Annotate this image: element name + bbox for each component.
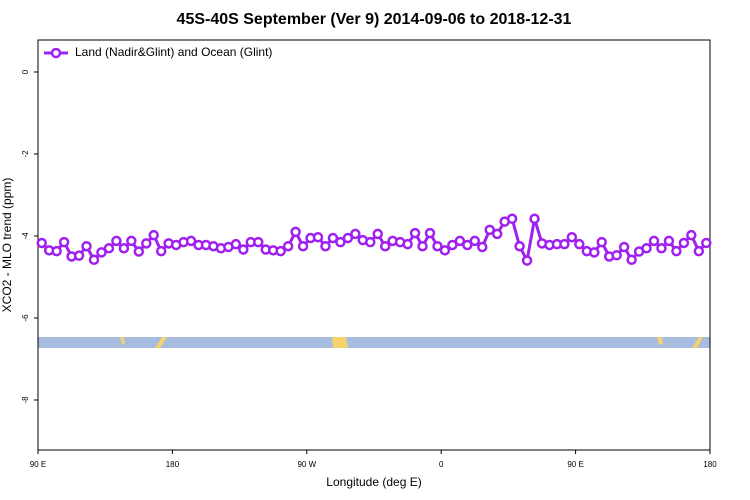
- data-point: [656, 243, 667, 254]
- y-tick-label: -2: [21, 150, 30, 158]
- data-point: [88, 254, 100, 266]
- data-point: [327, 232, 339, 244]
- y-tick-label: -8: [21, 396, 30, 404]
- data-point: [133, 246, 145, 257]
- data-point: [103, 243, 115, 254]
- data-point: [559, 238, 570, 250]
- data-point: [275, 245, 286, 257]
- data-point: [253, 236, 264, 248]
- data-point: [566, 231, 578, 243]
- data-point: [155, 245, 167, 257]
- data-point: [335, 236, 346, 248]
- legend-label: Land (Nadir&Glint) and Ocean (Glint): [75, 45, 272, 59]
- data-point: [641, 243, 652, 254]
- data-point: [148, 229, 159, 241]
- data-point: [230, 238, 242, 250]
- data-point: [81, 240, 92, 252]
- data-point: [290, 226, 301, 238]
- data-point: [424, 227, 436, 239]
- data-point: [409, 227, 421, 239]
- data-point: [379, 240, 391, 252]
- data-point: [365, 236, 376, 248]
- data-point: [477, 241, 488, 253]
- y-axis-label: XCO2 - MLO trend (ppm): [0, 178, 14, 313]
- data-point: [51, 245, 62, 257]
- data-point: [372, 228, 383, 240]
- data-point: [506, 213, 518, 225]
- data-point: [701, 237, 712, 249]
- x-tick-label: 90 E: [30, 460, 46, 469]
- data-point: [58, 236, 70, 248]
- data-point: [141, 238, 152, 249]
- data-point: [417, 240, 428, 252]
- x-tick-label: 0: [439, 460, 444, 469]
- data-point: [126, 235, 137, 247]
- data-point: [320, 240, 331, 252]
- data-point: [439, 245, 451, 256]
- data-point: [185, 235, 197, 247]
- data-point: [521, 255, 533, 266]
- x-tick-label: 90 E: [567, 460, 583, 469]
- data-point: [312, 231, 324, 243]
- data-point: [238, 244, 249, 255]
- data-point: [589, 247, 600, 258]
- data-point: [454, 235, 466, 247]
- data-point: [342, 232, 354, 244]
- data-point: [36, 237, 47, 249]
- data-point: [469, 235, 481, 247]
- legend-marker: [50, 47, 62, 59]
- data-point: [484, 224, 495, 236]
- data-point: [96, 247, 107, 258]
- x-tick-label: 180: [703, 460, 717, 469]
- data-point: [350, 228, 361, 240]
- data-point: [611, 250, 622, 261]
- data-point: [432, 240, 443, 252]
- y-tick-label: 0: [21, 69, 30, 74]
- y-tick-label: -4: [21, 232, 30, 240]
- land-ocean-strip: [38, 337, 710, 348]
- data-point: [514, 240, 525, 252]
- x-tick-label: 180: [166, 460, 180, 469]
- y-tick-label: -6: [21, 314, 30, 322]
- data-point: [282, 240, 294, 252]
- data-point: [626, 254, 637, 266]
- data-point: [574, 238, 585, 250]
- data-point: [402, 238, 413, 250]
- data-point: [297, 240, 309, 252]
- data-point: [663, 235, 675, 247]
- x-axis-label: Longitude (deg E): [326, 475, 421, 489]
- data-point: [678, 237, 690, 249]
- data-point: [118, 243, 130, 254]
- data-point: [111, 235, 122, 247]
- data-point: [73, 250, 85, 261]
- data-point: [686, 229, 697, 241]
- data-point: [447, 239, 458, 251]
- data-point: [529, 213, 540, 225]
- data-point: [596, 236, 607, 248]
- x-tick-label: 90 W: [297, 460, 316, 469]
- data-point: [462, 239, 473, 251]
- data-point: [693, 245, 705, 257]
- data-point: [491, 228, 503, 240]
- data-point: [671, 245, 682, 257]
- data-point: [648, 235, 660, 247]
- data-point: [618, 241, 630, 253]
- chart-title: 45S-40S September (Ver 9) 2014-09-06 to …: [177, 11, 572, 28]
